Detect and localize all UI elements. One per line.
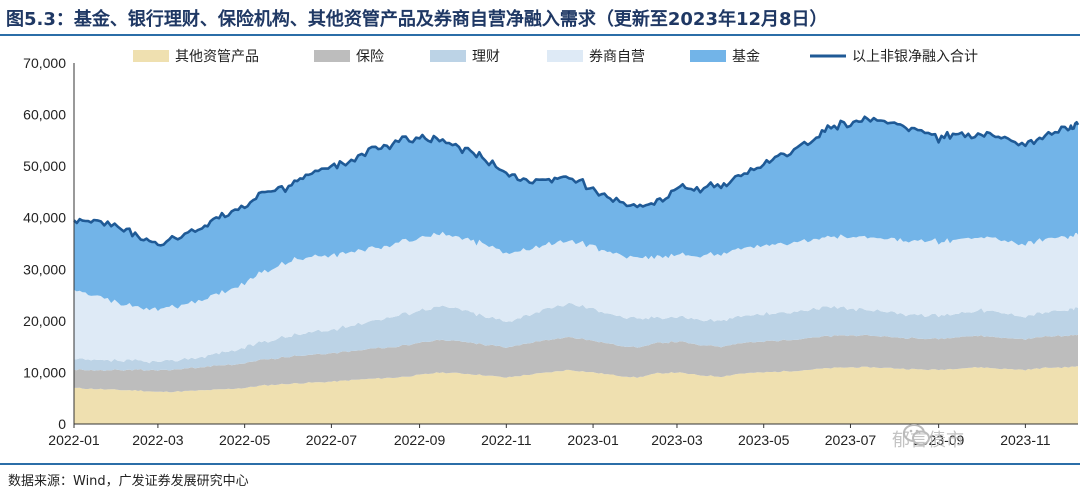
- legend-item-5: 基金: [690, 48, 760, 64]
- title-bar: 图5.3：基金、银行理财、保险机构、其他资管产品及券商自营净融入需求（更新至20…: [0, 0, 1080, 36]
- total-line: [73, 115, 1080, 247]
- legend-label: 保险: [356, 48, 384, 64]
- stacked-areas: [74, 116, 1078, 424]
- legend-label: 以上非银净融入合计: [852, 48, 978, 64]
- x-tick-label: 2023-07: [825, 432, 877, 448]
- y-tick-label: 0: [58, 416, 66, 432]
- x-tick-label: 2022-05: [219, 432, 271, 448]
- y-tick-label: 40,000: [23, 210, 66, 226]
- x-tick-label: 2023-03: [651, 432, 703, 448]
- x-tick-label: 2022-03: [132, 432, 184, 448]
- area-series-1: [74, 366, 1078, 424]
- y-tick-label: 70,000: [23, 55, 66, 71]
- x-tick-label: 2023-11: [1000, 432, 1051, 448]
- legend-label: 理财: [472, 48, 500, 64]
- area-series-2: [74, 334, 1078, 393]
- legend-label: 券商自营: [589, 48, 645, 64]
- y-tick-label: 30,000: [23, 261, 66, 277]
- watermark: 郁言债市: [892, 430, 964, 451]
- legend-swatch: [430, 50, 466, 62]
- chart-title: 图5.3：基金、银行理财、保险机构、其他资管产品及券商自营净融入需求（更新至20…: [6, 9, 828, 30]
- legend-swatch: [314, 50, 350, 62]
- x-tick-label: 2023-01: [567, 432, 619, 448]
- legend-swatch: [547, 50, 583, 62]
- wechat-icon: [902, 420, 932, 450]
- area-series-3: [74, 302, 1078, 371]
- legend-swatch: [690, 50, 726, 62]
- legend-item-1: 其他资管产品: [133, 48, 259, 64]
- legend-swatch: [133, 50, 169, 62]
- area-series-5: [74, 116, 1078, 311]
- total-line-layer: [73, 115, 1080, 247]
- source-bar: 数据来源：Wind，广发证券发展研究中心: [0, 463, 1080, 490]
- y-tick-label: 60,000: [23, 107, 66, 123]
- x-tick-label: 2023-05: [738, 432, 790, 448]
- legend-label: 基金: [732, 48, 760, 64]
- y-tick-label: 20,000: [23, 313, 66, 329]
- legend-label: 其他资管产品: [175, 48, 259, 64]
- legend-item-3: 理财: [430, 48, 500, 64]
- legend-item-4: 券商自营: [547, 48, 645, 64]
- area-series-4: [74, 231, 1078, 364]
- axes: 0 10,000 20,000 30,000 40,000 50,000 60,000 70,…: [23, 55, 1078, 448]
- x-tick-label: 2022-07: [306, 432, 358, 448]
- x-tick-label: 2022-09: [394, 432, 446, 448]
- chart: 0 10,000 20,000 30,000 40,000 50,000 60,000 70,…: [23, 48, 1080, 448]
- y-tick-label: 50,000: [23, 158, 66, 174]
- source-note: 数据来源：Wind，广发证券发展研究中心: [8, 474, 249, 489]
- x-tick-label: 2022-01: [48, 432, 100, 448]
- legend-item-6: 以上非银净融入合计: [810, 48, 978, 64]
- legend: 其他资管产品 保险 理财 券商自营 基金 以上非银净融入合计: [133, 48, 978, 64]
- x-tick-label: 2022-11: [481, 432, 532, 448]
- legend-item-2: 保险: [314, 48, 384, 64]
- y-tick-label: 10,000: [23, 364, 66, 380]
